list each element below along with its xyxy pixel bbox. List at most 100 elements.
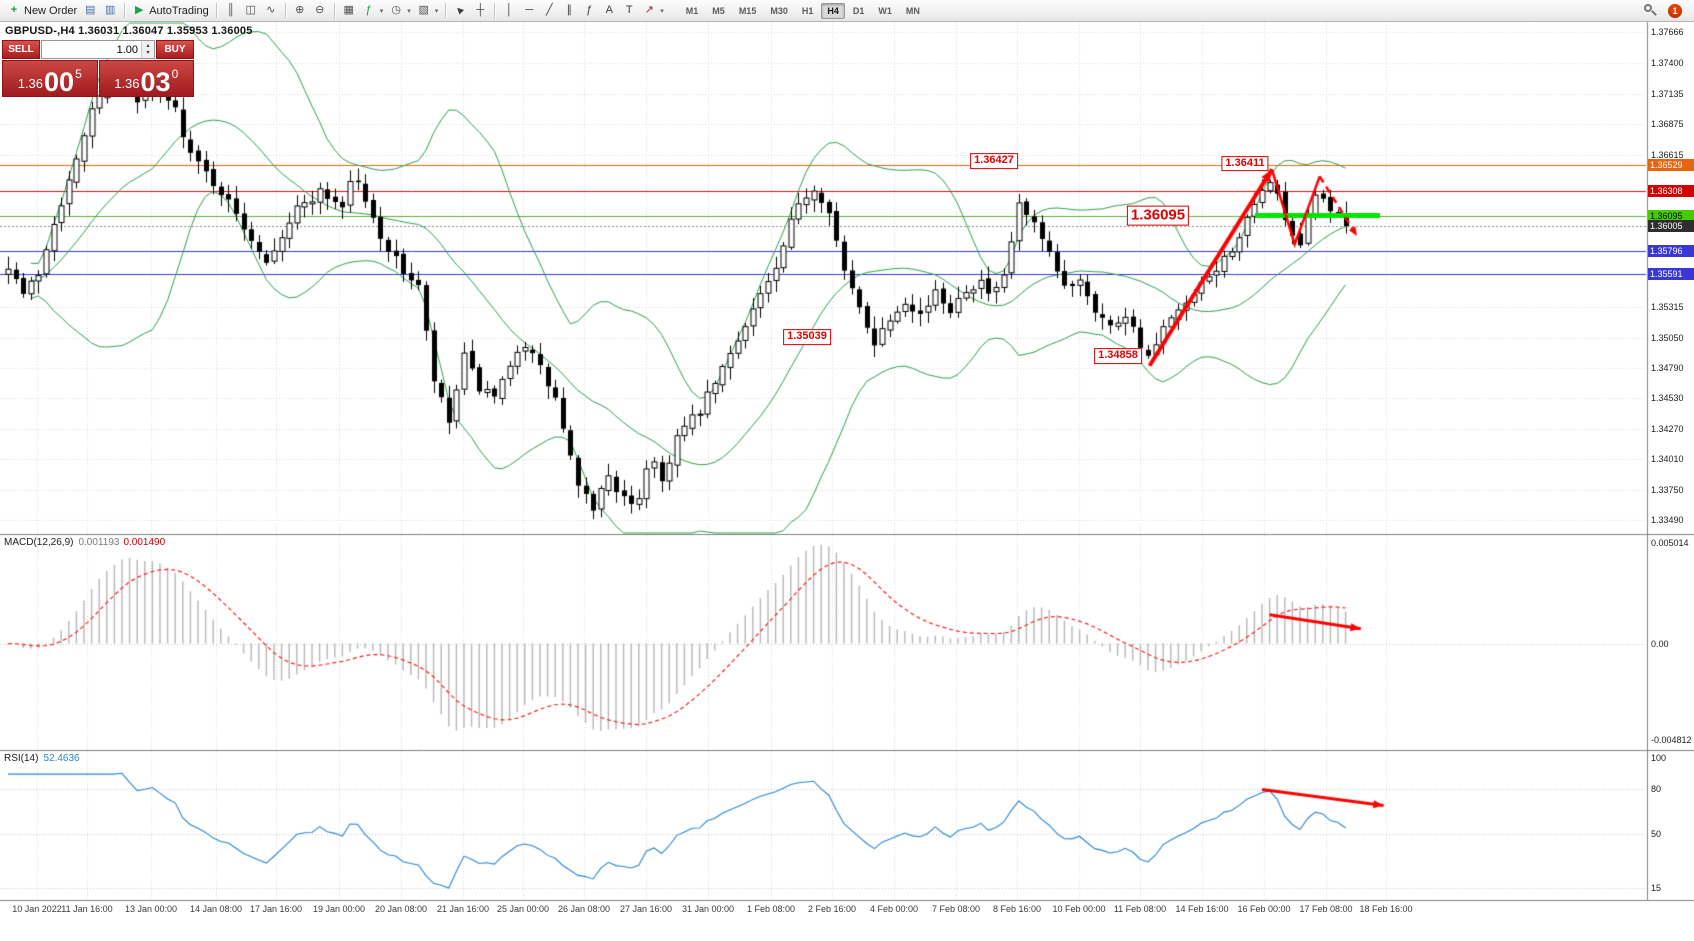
price-scale-tick: 1.37400 <box>1651 58 1684 69</box>
search-icon-circle <box>1644 4 1652 12</box>
price-scale-tick: 1.34270 <box>1651 423 1684 434</box>
timeframe-m1[interactable]: M1 <box>685 5 699 16</box>
buy-price-prefix: 1.36 <box>114 76 140 91</box>
timeframe-m5[interactable]: M5 <box>712 5 725 16</box>
sell-price-prefix: 1.36 <box>17 76 44 91</box>
new-order-button[interactable]: + New Order <box>4 2 80 19</box>
bar-chart-button[interactable]: ║ <box>221 2 241 19</box>
toolbar: + New Order ▤ ▥ ▶ AutoTrading ║ ◫ ∿ ⊕ ⊖ ▦ ƒ ▾ ◷ ▾ ▧ ▾ ▲ ┼ │ ─… <box>0 0 1694 22</box>
rsi-scale-100: 100 <box>1651 753 1667 763</box>
time-axis-label: 1 Feb 08:00 <box>746 904 796 914</box>
timeframe-h1[interactable]: H1 <box>801 5 814 16</box>
timeframe-h4[interactable]: H4 <box>821 2 845 19</box>
time-axis-label: 14 Feb 16:00 <box>1175 904 1229 914</box>
volume-up-icon[interactable]: ▴ <box>146 42 150 49</box>
price-tag: 1.36529 <box>1648 158 1694 171</box>
time-axis-label: 20 Jan 08:00 <box>374 904 428 914</box>
templates-icon: ▧ <box>418 4 429 16</box>
buy-price-display[interactable]: 1.36 03 0 <box>98 60 194 97</box>
timeframe-w1[interactable]: W1 <box>878 5 892 16</box>
time-axis-label: 10 Jan 2022 <box>12 904 62 914</box>
time-axis-label: 26 Jan 08:00 <box>557 904 611 914</box>
price-annotation: 1.36427 <box>970 152 1018 169</box>
sell-button[interactable]: SELL <box>2 40 40 59</box>
price-scale-tick: 1.36875 <box>1651 119 1684 130</box>
time-axis-label: 31 Jan 00:00 <box>681 904 735 914</box>
price-scale-tick: 1.34790 <box>1651 363 1684 374</box>
horizontal-line-button[interactable]: ─ <box>519 2 539 19</box>
vertical-line-button[interactable]: │ <box>499 2 519 19</box>
label-button[interactable]: T <box>619 2 639 19</box>
autotrading-button[interactable]: ▶ AutoTrading <box>129 2 212 19</box>
timeframe-m15[interactable]: M15 <box>738 5 757 16</box>
toolbar-items: + New Order ▤ ▥ ▶ AutoTrading ║ ◫ ∿ ⊕ ⊖ ▦ ƒ ▾ ◷ ▾ ▧ ▾ ▲ ┼ │ ─… <box>4 2 667 19</box>
rsi-indicator-label: RSI(14) 52.4636 <box>4 753 80 764</box>
price-scale-tick: 1.33750 <box>1651 484 1684 495</box>
arrows-button[interactable]: ↗ ▾ <box>639 2 667 19</box>
rsi-scale-15: 15 <box>1651 882 1662 893</box>
sell-price-display[interactable]: 1.36 00 5 <box>2 60 98 97</box>
chart-window-button[interactable]: ▤ <box>80 2 100 19</box>
buy-button[interactable]: BUY <box>156 40 194 59</box>
volume-down-icon[interactable]: ▾ <box>146 49 150 56</box>
fibonacci-button[interactable]: ƒ <box>579 2 599 19</box>
periods-button[interactable]: ◷ ▾ <box>386 2 414 19</box>
macd-scale-bottom: -0.004812 <box>1651 734 1692 745</box>
zoom-out-button[interactable]: ⊖ <box>310 2 330 19</box>
time-axis-label: 10 Feb 00:00 <box>1052 904 1106 914</box>
time-axis-label: 7 Feb 08:00 <box>931 904 981 914</box>
timeframe-mn[interactable]: MN <box>905 5 920 16</box>
dropdown-caret-icon[interactable]: ▾ <box>407 7 411 15</box>
dropdown-caret-icon[interactable]: ▾ <box>434 7 439 15</box>
crosshair-button[interactable]: ┼ <box>470 2 490 19</box>
text-icon: A <box>605 4 613 16</box>
time-axis-label: 21 Jan 16:00 <box>436 904 490 914</box>
toolbar-separator <box>284 3 286 18</box>
tile-windows-button[interactable]: ▦ <box>339 2 359 19</box>
indicators-button[interactable]: ƒ ▾ <box>359 2 387 19</box>
dropdown-caret-icon[interactable]: ▾ <box>660 7 664 15</box>
volume-spinner: ▴ ▾ <box>141 41 154 58</box>
price-annotation: 1.35039 <box>783 329 831 345</box>
line-chart-icon: ∿ <box>266 4 276 16</box>
channel-icon: ∥ <box>566 4 573 16</box>
profiles-icon: ▥ <box>104 4 116 16</box>
cursor-button[interactable]: ▲ <box>450 2 470 19</box>
rsi-scale-80: 80 <box>1651 783 1662 794</box>
chart-window-icon: ▤ <box>84 4 96 16</box>
notification-badge[interactable]: 1 <box>1668 3 1682 18</box>
price-scale-tick: 1.34530 <box>1651 393 1684 404</box>
candlestick-chart-button[interactable]: ◫ <box>241 2 261 19</box>
time-axis-label: 13 Jan 00:00 <box>124 904 178 914</box>
profiles-button[interactable]: ▥ <box>100 2 120 19</box>
dropdown-caret-icon[interactable]: ▾ <box>379 7 384 15</box>
timeframe-d1[interactable]: D1 <box>852 5 865 16</box>
time-axis-label: 11 Jan 16:00 <box>61 904 113 914</box>
rsi-value: 52.4636 <box>43 753 80 764</box>
trendline-button[interactable]: ╱ <box>539 2 559 19</box>
zoom-out-icon: ⊖ <box>315 4 325 16</box>
zoom-in-button[interactable]: ⊕ <box>290 2 310 19</box>
toolbar-separator <box>494 3 496 18</box>
macd-scale-zero: 0.00 <box>1651 638 1669 649</box>
price-scale-tick: 1.33490 <box>1651 515 1684 525</box>
volume-input[interactable] <box>42 41 141 58</box>
periods-icon: ◷ <box>391 4 402 16</box>
templates-button[interactable]: ▧ ▾ <box>414 2 442 19</box>
timeframe-m30[interactable]: M30 <box>770 5 788 16</box>
price-scale-tick: 1.35315 <box>1651 301 1684 312</box>
arrows-icon: ↗ <box>644 4 654 16</box>
time-axis-label: 8 Feb 16:00 <box>992 904 1042 914</box>
channel-button[interactable]: ∥ <box>559 2 579 19</box>
text-button[interactable]: A <box>599 2 619 19</box>
bar-chart-icon: ║ <box>226 4 235 16</box>
toolbar-separator <box>445 3 447 18</box>
fibonacci-icon: ƒ <box>586 4 593 16</box>
price-annotation: 1.36411 <box>1221 155 1269 172</box>
line-chart-button[interactable]: ∿ <box>261 2 281 19</box>
buy-price-big: 03 <box>140 66 171 97</box>
toolbar-separator <box>124 3 126 18</box>
autotrading-label: AutoTrading <box>149 4 209 17</box>
search-icon[interactable] <box>1643 3 1658 18</box>
